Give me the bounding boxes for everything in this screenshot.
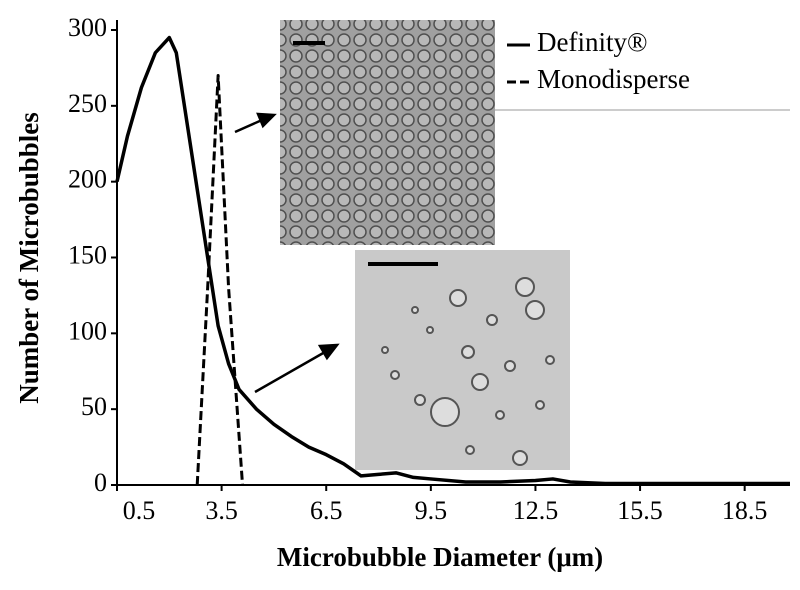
- y-tick-label: 0: [94, 468, 107, 497]
- x-tick-label: 3.5: [205, 496, 238, 525]
- y-tick-label: 150: [68, 240, 107, 269]
- x-tick-label: 18.5: [722, 496, 768, 525]
- x-tick-label: 9.5: [415, 496, 448, 525]
- x-tick-label: 15.5: [617, 496, 663, 525]
- inset-top: [280, 20, 495, 245]
- legend-label: Definity®: [537, 27, 648, 57]
- legend-label: Monodisperse: [537, 64, 690, 94]
- x-tick-label: 6.5: [310, 496, 343, 525]
- y-axis-label: Number of Microbubbles: [14, 112, 44, 404]
- series-line: [195, 74, 245, 486]
- inset-bottom: [355, 250, 570, 470]
- x-tick-label: 0.5: [123, 496, 156, 525]
- series-line: [115, 35, 790, 486]
- y-tick-label: 200: [68, 165, 107, 194]
- y-tick-label: 100: [68, 316, 107, 345]
- y-tick-label: 50: [81, 392, 107, 421]
- x-tick-label: 12.5: [513, 496, 559, 525]
- y-tick-label: 300: [68, 13, 107, 42]
- y-tick-label: 250: [68, 89, 107, 118]
- x-axis-label: Microbubble Diameter (μm): [277, 542, 603, 572]
- arrows: [234, 112, 340, 394]
